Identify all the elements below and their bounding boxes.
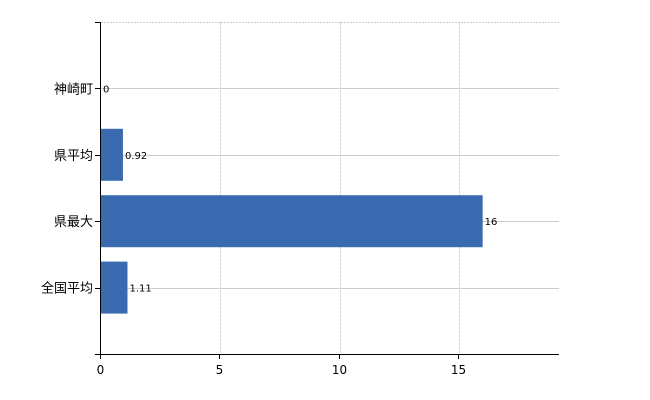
- data-label: 1.11: [129, 284, 151, 295]
- x-tick-label: 0: [97, 363, 105, 377]
- bar: [101, 128, 123, 181]
- category-label: 県最大: [54, 215, 93, 230]
- data-label: 0.92: [125, 151, 147, 162]
- bar: [101, 261, 128, 314]
- x-tick-label: 10: [332, 363, 347, 377]
- data-label: 16: [485, 217, 498, 228]
- category-label: 県平均: [54, 149, 93, 164]
- x-tick-label: 5: [216, 363, 224, 377]
- data-label: 0: [103, 84, 109, 95]
- x-tick-label: 15: [451, 363, 466, 377]
- category-label: 神崎町: [54, 82, 93, 97]
- bar: [101, 195, 483, 248]
- category-label: 全国平均: [41, 281, 93, 297]
